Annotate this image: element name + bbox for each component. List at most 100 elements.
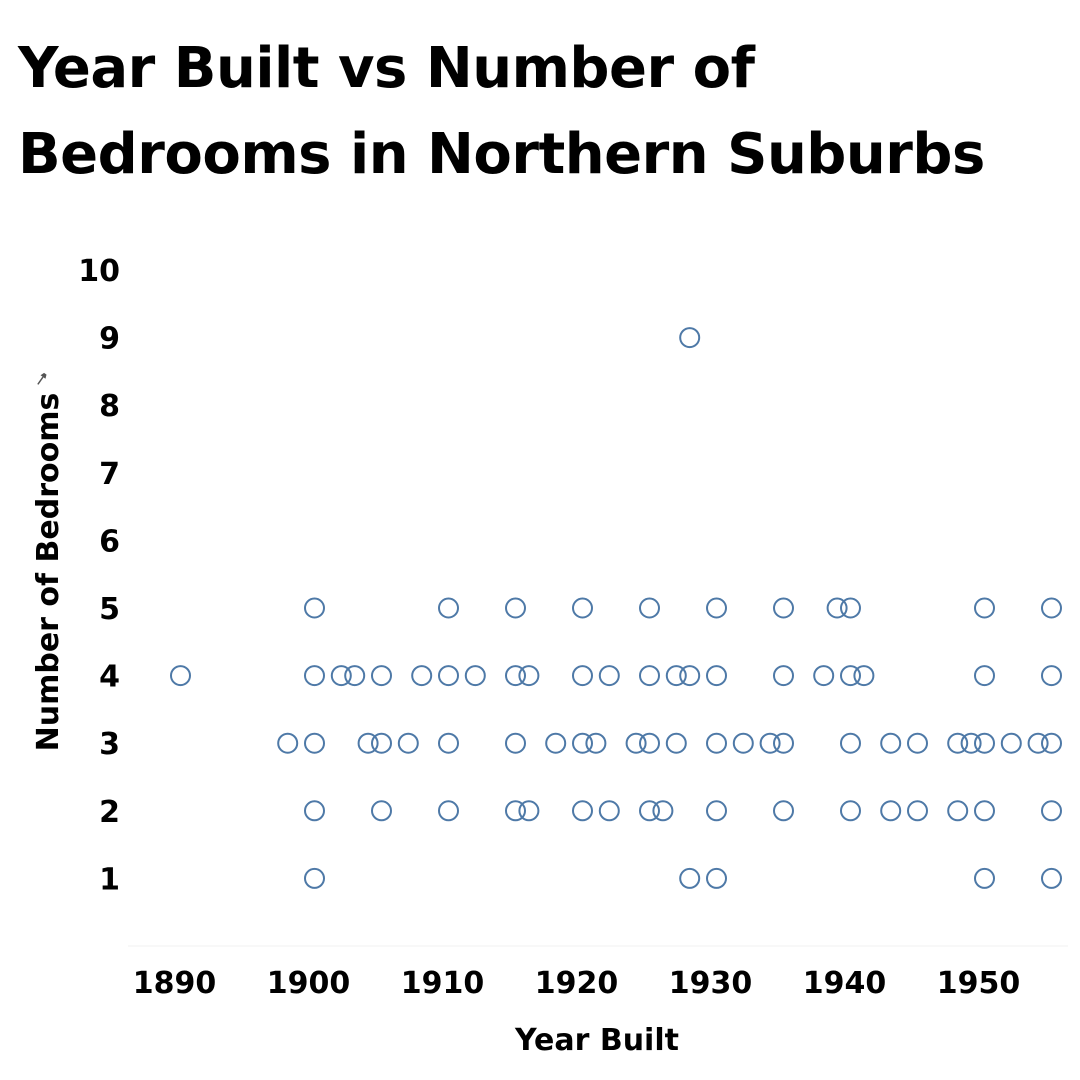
data-point[interactable] [598, 800, 620, 822]
data-point[interactable] [572, 800, 593, 822]
data-point[interactable] [1041, 732, 1062, 754]
data-point[interactable] [505, 665, 526, 687]
data-point[interactable] [759, 732, 781, 754]
data-point[interactable] [974, 597, 995, 619]
data-point[interactable] [639, 800, 660, 822]
data-point[interactable] [572, 732, 593, 754]
data-point[interactable] [706, 867, 727, 889]
data-point[interactable] [974, 732, 995, 754]
data-point[interactable] [1041, 800, 1062, 822]
data-point[interactable] [732, 732, 754, 754]
data-point[interactable] [1000, 732, 1022, 754]
x-tick-label: 1890 [133, 966, 217, 1001]
data-point[interactable] [907, 732, 928, 754]
data-point[interactable] [652, 800, 674, 822]
data-point[interactable] [773, 597, 794, 619]
data-point[interactable] [840, 597, 861, 619]
data-point[interactable] [330, 665, 352, 687]
data-point[interactable] [826, 597, 848, 619]
data-point[interactable] [853, 665, 875, 687]
data-point[interactable] [840, 732, 861, 754]
data-point[interactable] [505, 800, 526, 822]
data-point[interactable] [397, 732, 419, 754]
data-point[interactable] [572, 665, 593, 687]
data-point[interactable] [639, 597, 660, 619]
data-point[interactable] [518, 665, 540, 687]
data-point[interactable] [545, 732, 567, 754]
data-point[interactable] [947, 800, 969, 822]
data-point[interactable] [505, 597, 526, 619]
data-point[interactable] [598, 665, 620, 687]
data-point[interactable] [371, 665, 392, 687]
data-point[interactable] [773, 732, 794, 754]
data-point[interactable] [974, 867, 995, 889]
data-point[interactable] [706, 597, 727, 619]
data-point[interactable] [277, 732, 299, 754]
data-point[interactable] [773, 800, 794, 822]
data-points [170, 327, 1062, 889]
data-point[interactable] [170, 665, 191, 687]
data-point[interactable] [505, 732, 526, 754]
data-point[interactable] [1041, 867, 1062, 889]
data-point[interactable] [438, 732, 459, 754]
data-point[interactable] [518, 800, 540, 822]
y-tick-label: 2 [99, 795, 120, 830]
y-tick-label: 7 [99, 457, 120, 492]
data-point[interactable] [639, 665, 660, 687]
x-tick-label: 1910 [401, 966, 485, 1001]
y-tick-label: 4 [99, 660, 120, 695]
data-point[interactable] [1041, 665, 1062, 687]
data-point[interactable] [304, 732, 325, 754]
data-point[interactable] [304, 665, 325, 687]
y-axis-ticks: 1 2 3 4 5 6 7 8 9 10 [78, 254, 120, 897]
data-point[interactable] [371, 800, 392, 822]
chart-title: Year Built vs Number of Bedrooms in Nort… [18, 36, 985, 187]
y-tick-label: 5 [99, 592, 120, 627]
data-point[interactable] [947, 732, 969, 754]
y-tick-label: 8 [99, 389, 120, 424]
x-tick-label: 1950 [937, 966, 1021, 1001]
data-point[interactable] [706, 665, 727, 687]
data-point[interactable] [464, 665, 486, 687]
data-point[interactable] [411, 665, 433, 687]
data-point[interactable] [357, 732, 379, 754]
y-tick-label: 3 [99, 727, 120, 762]
data-point[interactable] [438, 665, 459, 687]
data-point[interactable] [960, 732, 982, 754]
pin-icon [37, 372, 47, 385]
data-point[interactable] [706, 732, 727, 754]
data-point[interactable] [840, 800, 861, 822]
data-point[interactable] [840, 665, 861, 687]
data-point[interactable] [880, 800, 902, 822]
data-point[interactable] [813, 665, 835, 687]
data-point[interactable] [773, 665, 794, 687]
data-point[interactable] [1027, 732, 1049, 754]
data-point[interactable] [371, 732, 392, 754]
data-point[interactable] [585, 732, 607, 754]
y-tick-label: 6 [99, 524, 120, 559]
data-point[interactable] [438, 800, 459, 822]
data-point[interactable] [907, 800, 928, 822]
data-point[interactable] [880, 732, 902, 754]
data-point[interactable] [572, 597, 593, 619]
x-tick-label: 1900 [267, 966, 351, 1001]
data-point[interactable] [974, 800, 995, 822]
data-point[interactable] [304, 800, 325, 822]
x-axis-title: Year Built [514, 1023, 679, 1058]
data-point[interactable] [974, 665, 995, 687]
data-point[interactable] [679, 327, 701, 349]
data-point[interactable] [665, 665, 687, 687]
data-point[interactable] [304, 867, 325, 889]
data-point[interactable] [679, 665, 701, 687]
data-point[interactable] [1041, 597, 1062, 619]
data-point[interactable] [679, 867, 701, 889]
data-point[interactable] [304, 597, 325, 619]
data-point[interactable] [639, 732, 660, 754]
data-point[interactable] [344, 665, 366, 687]
data-point[interactable] [665, 732, 687, 754]
data-point[interactable] [706, 800, 727, 822]
data-point[interactable] [438, 597, 459, 619]
data-point[interactable] [625, 732, 647, 754]
x-tick-label: 1920 [535, 966, 619, 1001]
